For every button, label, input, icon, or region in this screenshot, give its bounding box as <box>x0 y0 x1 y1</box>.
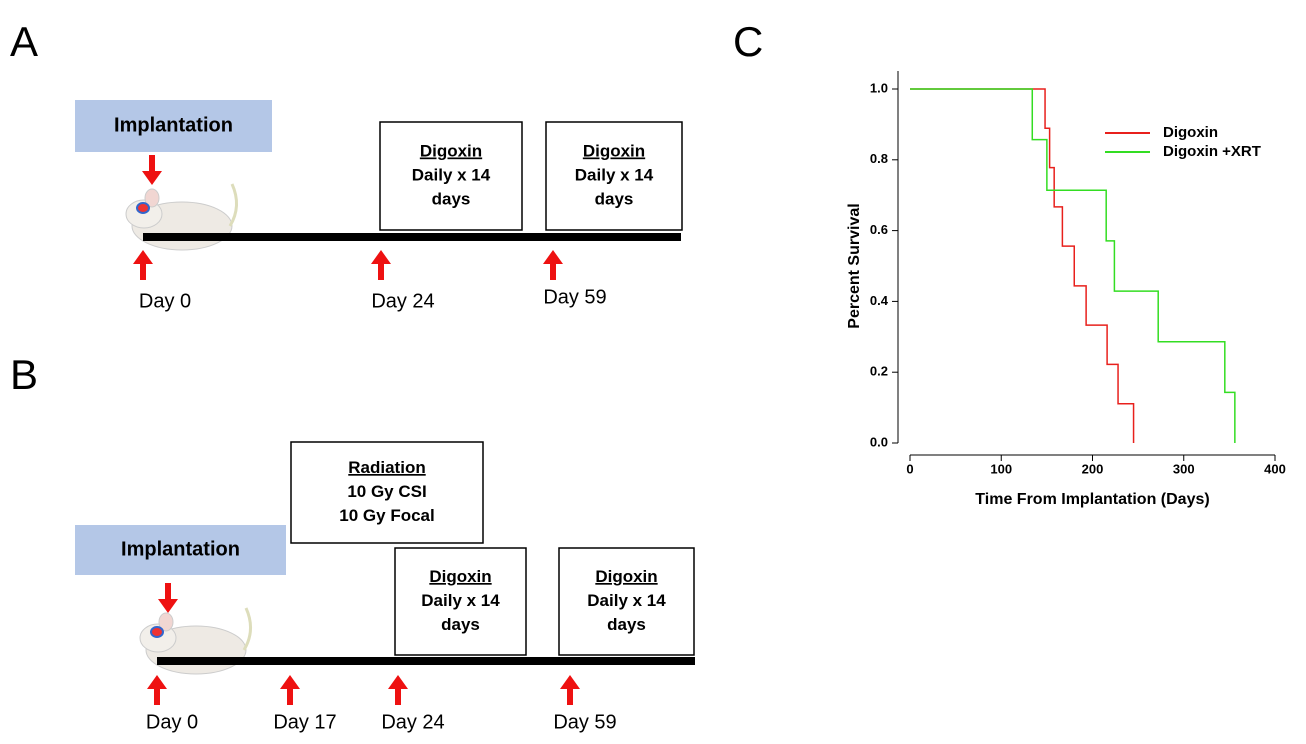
treatment-box <box>558 547 695 656</box>
arrow <box>158 583 178 613</box>
box-title: Digoxin <box>583 141 645 160</box>
x-tick-label: 100 <box>990 461 1012 476</box>
box-line: days <box>595 189 634 208</box>
y-tick-label: 0.4 <box>870 293 889 308</box>
treatment-box <box>545 121 683 231</box>
arrow <box>543 250 563 280</box>
survival-curve <box>910 88 1135 443</box>
mouse-tail <box>228 183 238 227</box>
survival-curve <box>910 88 1236 443</box>
legend-label: Digoxin +XRT <box>1163 143 1261 160</box>
panel-label: B <box>10 351 38 398</box>
day-label: Day 0 <box>146 711 198 733</box>
x-axis-title: Time From Implantation (Days) <box>975 491 1209 508</box>
timeline <box>157 657 695 665</box>
day-label: Day 59 <box>553 711 616 733</box>
implantation-box <box>75 525 286 575</box>
day-label: Day 59 <box>543 286 606 308</box>
arrow <box>560 675 580 705</box>
box-title: Digoxin <box>429 567 491 586</box>
timeline <box>143 233 681 241</box>
box-line: Daily x 14 <box>421 591 500 610</box>
implantation-label: Implantation <box>121 538 240 560</box>
panel-label: A <box>10 18 38 65</box>
box-line: Daily x 14 <box>587 591 666 610</box>
y-tick-label: 0.8 <box>870 151 888 166</box>
box-title: Radiation <box>348 458 425 477</box>
implantation-label: Implantation <box>114 114 233 136</box>
box-line: Daily x 14 <box>575 165 654 184</box>
x-tick-label: 300 <box>1173 461 1195 476</box>
y-tick-label: 1.0 <box>870 80 888 95</box>
arrow <box>280 675 300 705</box>
y-tick-label: 0.2 <box>870 364 888 379</box>
legend-label: Digoxin <box>1163 124 1218 141</box>
box-title: Digoxin <box>420 141 482 160</box>
day-label: Day 17 <box>273 711 336 733</box>
arrow <box>133 250 153 280</box>
box-line: 10 Gy Focal <box>339 506 434 525</box>
y-axis-title: Percent Survival <box>846 203 863 328</box>
y-tick-label: 0.6 <box>870 222 888 237</box>
box-line: 10 Gy CSI <box>347 482 426 501</box>
mouse-ear <box>158 612 174 632</box>
x-tick-label: 200 <box>1082 461 1104 476</box>
treatment-box <box>290 441 484 544</box>
box-line: days <box>432 189 471 208</box>
treatment-box <box>394 547 527 656</box>
box-line: days <box>441 615 480 634</box>
panel-label: C <box>733 18 763 65</box>
arrow <box>388 675 408 705</box>
x-tick-label: 0 <box>906 461 913 476</box>
x-tick-label: 400 <box>1264 461 1286 476</box>
day-label: Day 24 <box>371 290 434 312</box>
mouse-ear <box>144 188 160 208</box>
arrow <box>147 675 167 705</box>
arrow <box>371 250 391 280</box>
day-label: Day 24 <box>381 711 444 733</box>
implantation-box <box>75 100 272 152</box>
box-line: Daily x 14 <box>412 165 491 184</box>
injection-site <box>150 626 164 638</box>
treatment-box <box>379 121 523 231</box>
day-label: Day 0 <box>139 290 191 312</box>
mouse-tail <box>242 607 252 651</box>
arrow <box>142 155 162 185</box>
box-title: Digoxin <box>595 567 657 586</box>
box-line: days <box>607 615 646 634</box>
injection-site <box>136 202 150 214</box>
y-tick-label: 0.0 <box>870 434 888 449</box>
